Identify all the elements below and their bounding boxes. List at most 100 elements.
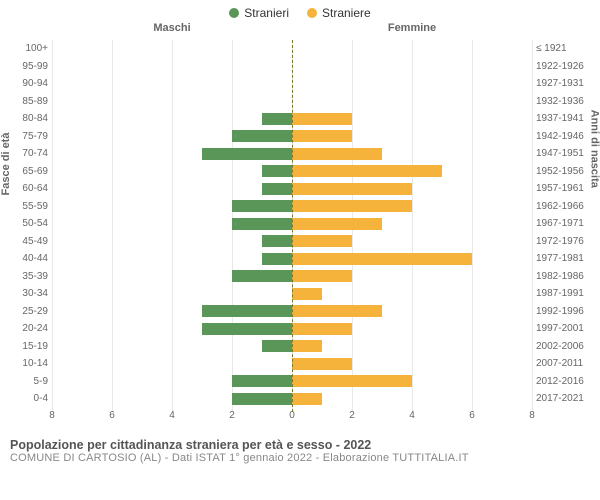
- bar-male: [232, 130, 292, 142]
- birth-year-label: ≤ 1921: [532, 43, 594, 54]
- x-tick: 6: [469, 410, 475, 421]
- bar-male: [202, 323, 292, 335]
- chart-row: 25-29 1992-1996: [6, 303, 594, 321]
- bar-male: [202, 305, 292, 317]
- bar-male: [262, 183, 292, 195]
- bar-female: [292, 323, 352, 335]
- bar-female: [292, 235, 352, 247]
- chart-row: 75-79 1942-1946: [6, 128, 594, 146]
- birth-year-label: 1927-1931: [532, 78, 594, 89]
- chart-row: 70-741947-1951: [6, 145, 594, 163]
- birth-year-label: 2017-2021: [532, 393, 594, 404]
- legend-swatch-male: [229, 8, 239, 18]
- birth-year-label: 2002-2006: [532, 341, 594, 352]
- legend-item-female: Straniere: [307, 6, 371, 20]
- age-label: 0-4: [6, 393, 52, 404]
- bar-female: [292, 218, 382, 230]
- bar-male: [232, 200, 292, 212]
- chart-row: 0-4 2017-2021: [6, 390, 594, 408]
- chart-row: 80-841937-1941: [6, 110, 594, 128]
- bar-female: [292, 183, 412, 195]
- chart-row: 30-341987-1991: [6, 285, 594, 303]
- chart-row: 90-94 1927-1931: [6, 75, 594, 93]
- chart-row: 20-24 1997-2001: [6, 320, 594, 338]
- bar-female: [292, 358, 352, 370]
- age-label: 70-74: [6, 148, 52, 159]
- birth-year-label: 1957-1961: [532, 183, 594, 194]
- age-label: 40-44: [6, 253, 52, 264]
- chart-row: 5-9 2012-2016: [6, 373, 594, 391]
- age-label: 65-69: [6, 166, 52, 177]
- birth-year-label: 1952-1956: [532, 166, 594, 177]
- x-tick: 2: [229, 410, 235, 421]
- x-tick: 6: [109, 410, 115, 421]
- bar-female: [292, 200, 412, 212]
- bar-female: [292, 288, 322, 300]
- age-label: 5-9: [6, 376, 52, 387]
- bar-female: [292, 253, 472, 265]
- age-label: 50-54: [6, 218, 52, 229]
- chart-row: 85-89 1932-1936: [6, 93, 594, 111]
- birth-year-label: 2007-2011: [532, 358, 594, 369]
- age-label: 90-94: [6, 78, 52, 89]
- bar-male: [232, 270, 292, 282]
- age-label: 85-89: [6, 96, 52, 107]
- age-label: 45-49: [6, 236, 52, 247]
- center-divider: [292, 40, 293, 412]
- bar-male: [262, 113, 292, 125]
- age-label: 55-59: [6, 201, 52, 212]
- chart-row: 45-491972-1976: [6, 233, 594, 251]
- x-axis: 864202468: [6, 408, 594, 428]
- population-pyramid: Fasce di età Anni di nascita Maschi Femm…: [6, 22, 594, 432]
- bar-male: [262, 253, 292, 265]
- birth-year-label: 2012-2016: [532, 376, 594, 387]
- bar-male: [262, 235, 292, 247]
- bar-male: [202, 148, 292, 160]
- bar-female: [292, 165, 442, 177]
- chart-footer: Popolazione per cittadinanza straniera p…: [0, 432, 600, 464]
- birth-year-label: 1992-1996: [532, 306, 594, 317]
- chart-title: Popolazione per cittadinanza straniera p…: [10, 438, 590, 452]
- bar-female: [292, 340, 322, 352]
- x-tick: 8: [529, 410, 535, 421]
- birth-year-label: 1942-1946: [532, 131, 594, 142]
- bar-male: [262, 165, 292, 177]
- birth-year-label: 1932-1936: [532, 96, 594, 107]
- header-male: Maschi: [52, 22, 292, 40]
- age-label: 60-64: [6, 183, 52, 194]
- x-tick: 4: [409, 410, 415, 421]
- bar-female: [292, 270, 352, 282]
- chart-row: 50-54 1967-1971: [6, 215, 594, 233]
- bar-male: [232, 218, 292, 230]
- chart-row: 60-64 1957-1961: [6, 180, 594, 198]
- bar-female: [292, 130, 352, 142]
- age-label: 20-24: [6, 323, 52, 334]
- bar-female: [292, 148, 382, 160]
- chart-row: 95-991922-1926: [6, 58, 594, 76]
- bar-male: [262, 340, 292, 352]
- chart-row: 55-591962-1966: [6, 198, 594, 216]
- birth-year-label: 1937-1941: [532, 113, 594, 124]
- chart-row: 40-44 1977-1981: [6, 250, 594, 268]
- legend-item-male: Stranieri: [229, 6, 289, 20]
- birth-year-label: 1967-1971: [532, 218, 594, 229]
- x-tick: 8: [49, 410, 55, 421]
- column-headers: Maschi Femmine: [6, 22, 594, 40]
- birth-year-label: 1982-1986: [532, 271, 594, 282]
- chart-row: 100+≤ 1921: [6, 40, 594, 58]
- chart-row: 15-19 2002-2006: [6, 338, 594, 356]
- legend: Stranieri Straniere: [0, 0, 600, 22]
- bar-female: [292, 375, 412, 387]
- birth-year-label: 1997-2001: [532, 323, 594, 334]
- bar-female: [292, 393, 322, 405]
- legend-swatch-female: [307, 8, 317, 18]
- chart-subtitle: COMUNE DI CARTOSIO (AL) - Dati ISTAT 1° …: [10, 452, 590, 464]
- bar-female: [292, 305, 382, 317]
- birth-year-label: 1977-1981: [532, 253, 594, 264]
- age-label: 35-39: [6, 271, 52, 282]
- birth-year-label: 1922-1926: [532, 61, 594, 72]
- age-label: 25-29: [6, 306, 52, 317]
- age-label: 75-79: [6, 131, 52, 142]
- birth-year-label: 1987-1991: [532, 288, 594, 299]
- age-label: 15-19: [6, 341, 52, 352]
